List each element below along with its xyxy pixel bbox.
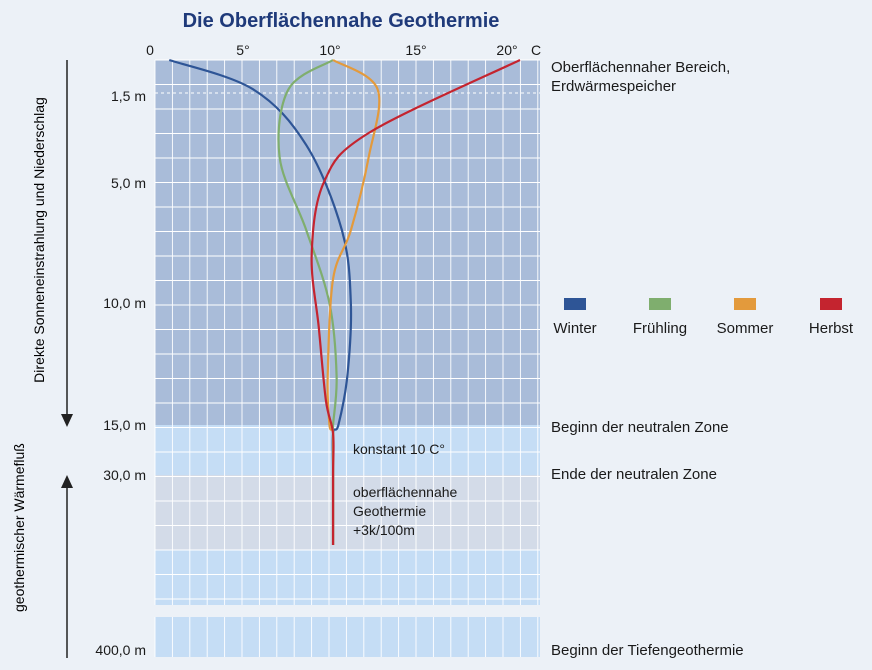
x-tick-label: 0 — [146, 42, 154, 58]
up-arrow-head — [61, 475, 73, 488]
y-label-top: Direkte Sonneneinstrahlung und Niedersch… — [31, 97, 47, 383]
down-arrow-head — [61, 414, 73, 427]
legend-label-herbst: Herbst — [809, 320, 854, 337]
right-label-neutral-start: Beginn der neutralen Zone — [551, 419, 729, 436]
y-tick-label: 15,0 m — [103, 417, 146, 433]
x-tick-label: 20° — [496, 42, 517, 58]
legend-label-winter: Winter — [553, 320, 596, 337]
series-lines — [168, 58, 521, 545]
x-tick-labels: 0 5° 10° 15° 20° C — [146, 42, 541, 58]
x-tick-label: 15° — [405, 42, 426, 58]
y-tick-label: 1,5 m — [111, 88, 146, 104]
right-label-surface-2: Erdwärmespeicher — [551, 78, 676, 95]
x-tick-label: 10° — [319, 42, 340, 58]
x-tick-label: 5° — [236, 42, 249, 58]
annotation-geo-1: oberflächennahe — [353, 484, 458, 500]
y-tick-label: 10,0 m — [103, 295, 146, 311]
left-arrows — [61, 60, 73, 658]
chart-title: Die Oberflächennahe Geothermie — [183, 10, 500, 32]
y-tick-label: 400,0 m — [95, 642, 146, 658]
grid — [154, 59, 540, 657]
band-geothermal — [155, 475, 540, 550]
right-label-surface: Oberflächennaher Bereich, — [551, 59, 730, 76]
background-bands — [155, 60, 540, 657]
y-tick-label: 30,0 m — [103, 467, 146, 483]
band-deep — [155, 550, 540, 605]
y-tick-label: 5,0 m — [111, 175, 146, 191]
right-labels: Oberflächennaher Bereich, Erdwärmespeich… — [551, 59, 744, 659]
band-deep-2 — [155, 617, 540, 657]
y-label-bottom-text: geothermischer Wärmefluß — [11, 443, 27, 612]
legend-label-frühling: Frühling — [633, 320, 687, 337]
legend-swatch-winter — [564, 298, 586, 310]
annotation-geo-3: +3k/100m — [353, 522, 415, 538]
y-tick-labels: 1,5 m 5,0 m 10,0 m 15,0 m 30,0 m 400,0 m — [95, 88, 146, 658]
right-label-deep: Beginn der Tiefengeothermie — [551, 642, 744, 659]
y-label-bottom: geothermischer Wärmefluß — [11, 443, 27, 612]
legend-swatch-frühling — [649, 298, 671, 310]
legend: Winter Frühling Sommer Herbst — [553, 298, 854, 337]
annotations: konstant 10 C° oberflächennahe Geothermi… — [353, 441, 458, 538]
annotation-geo-2: Geothermie — [353, 503, 426, 519]
x-unit-label: C — [531, 42, 541, 58]
legend-label-sommer: Sommer — [717, 320, 774, 337]
series-line-herbst — [310, 59, 521, 545]
band-neutral — [155, 425, 540, 475]
right-label-neutral-end: Ende der neutralen Zone — [551, 466, 717, 483]
annotation-constant: konstant 10 C° — [353, 441, 445, 457]
legend-swatch-sommer — [734, 298, 756, 310]
legend-swatch-herbst — [820, 298, 842, 310]
